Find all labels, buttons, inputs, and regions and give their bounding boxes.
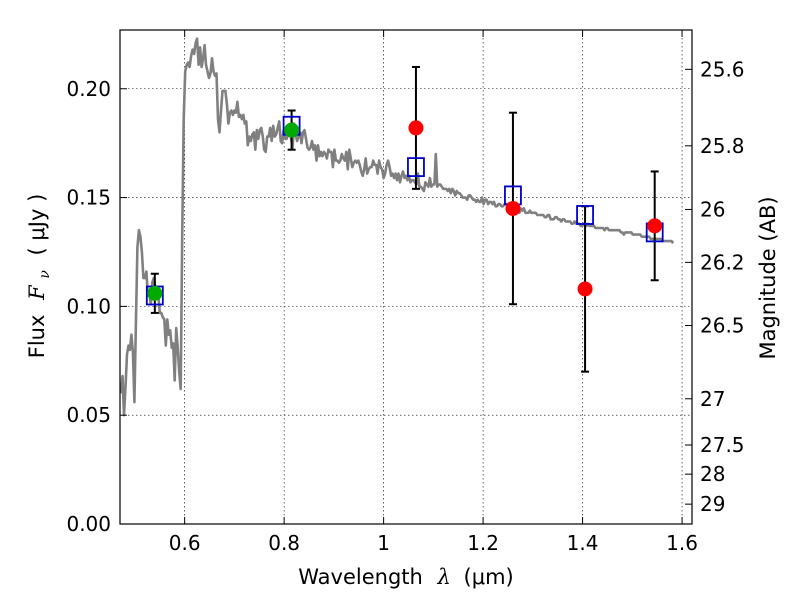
y2-tick-label: 25.8 [700,134,745,158]
y-axis-title-symbol: F [25,284,49,301]
x-axis-title-unit: (μm) [464,565,514,589]
x-tick-label: 1.2 [467,531,499,555]
x-axis-title-text: Wavelength [298,565,423,589]
y2-tick-label: 26.5 [700,314,745,338]
model-bandpass-square [407,157,425,178]
ticks: 0.6 0.8 1 1.2 1.4 1.6 0.00 0.05 0.10 0.15 0.20 25.6… [66,30,745,555]
grid [120,30,692,524]
y-tick-label: 0.20 [66,77,111,101]
observed-point [647,218,663,234]
model-spectrum [119,37,675,417]
x-axis-title-symbol: λ [437,565,451,589]
x-tick-label: 0.8 [268,531,300,555]
x-tick-label: 1.6 [666,531,698,555]
y-axis-title: Flux F ν ( μJy ) [25,194,54,359]
x-tick-label: 1 [377,531,390,555]
markers [145,115,664,306]
observed-point [284,122,300,138]
model-bandpass-square [576,205,594,225]
observed-point [577,281,593,297]
x-axis-title: Wavelength λ (μm) [298,565,513,589]
y2-tick-label: 26 [700,197,725,221]
y-axis-title-text: Flux [25,315,49,359]
y-tick-label: 0.10 [66,294,111,318]
plot-frame [119,29,693,525]
y2-tick-label: 27 [700,387,725,411]
x-tick-label: 1.4 [567,531,599,555]
y2-tick-label: 26.2 [700,250,745,274]
y2-axis-title: Magnitude (AB) [756,196,780,359]
y-axis-title-subscript: ν [37,270,53,279]
x-tick-label: 0.6 [169,531,201,555]
observed-point [408,120,424,136]
y-tick-label: 0.00 [66,512,111,536]
observed-point [147,285,163,301]
observed-point [505,200,521,216]
model-spectrum-line [119,37,675,417]
y-axis-title-unit: ( μJy ) [25,194,49,256]
y-tick-label: 0.15 [66,186,111,210]
y2-tick-label: 28 [700,462,725,486]
y2-tick-label: 25.6 [700,57,745,81]
y2-tick-label: 27.5 [700,433,745,457]
y2-tick-label: 29 [700,492,725,516]
y-tick-label: 0.05 [66,403,111,427]
